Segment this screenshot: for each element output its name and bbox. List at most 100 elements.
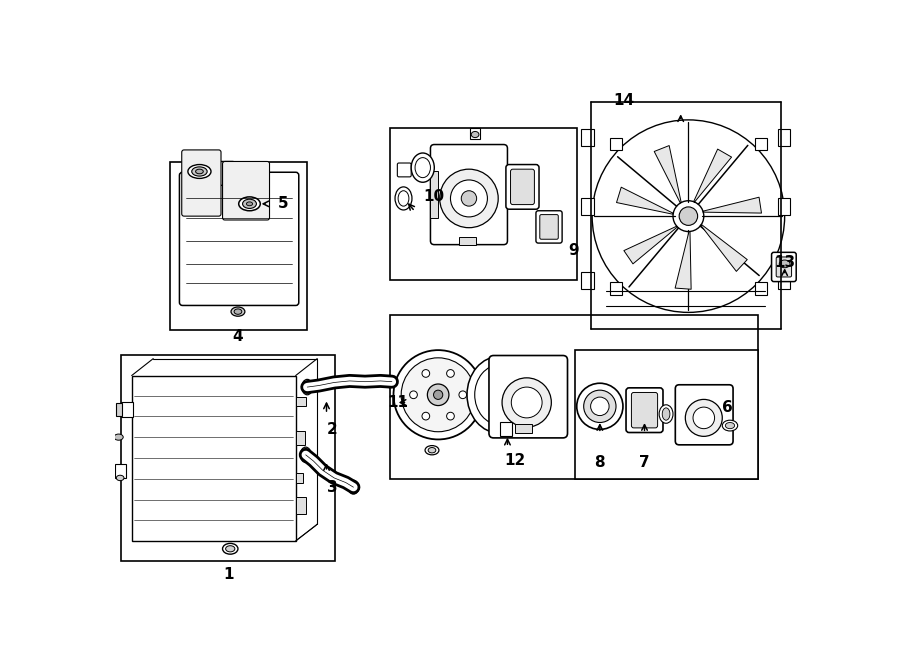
Ellipse shape	[662, 408, 670, 420]
Circle shape	[401, 358, 475, 432]
FancyBboxPatch shape	[776, 257, 792, 277]
Bar	[575, 350, 759, 480]
Ellipse shape	[725, 422, 734, 428]
Circle shape	[693, 407, 715, 428]
Text: 14: 14	[613, 93, 634, 108]
Ellipse shape	[114, 434, 123, 440]
Bar	[121, 355, 335, 561]
Polygon shape	[624, 226, 678, 264]
Polygon shape	[654, 146, 681, 203]
Bar	[610, 283, 622, 295]
Circle shape	[577, 384, 623, 430]
FancyBboxPatch shape	[675, 385, 734, 445]
Circle shape	[451, 180, 488, 217]
Bar	[610, 138, 622, 150]
Text: 11: 11	[388, 395, 409, 410]
Circle shape	[673, 201, 704, 231]
Ellipse shape	[188, 165, 211, 179]
Ellipse shape	[387, 375, 397, 389]
Ellipse shape	[348, 480, 359, 494]
Ellipse shape	[659, 405, 673, 423]
Circle shape	[461, 190, 477, 206]
Ellipse shape	[428, 447, 436, 453]
Bar	[296, 497, 307, 514]
FancyBboxPatch shape	[506, 165, 539, 209]
Text: 12: 12	[505, 453, 526, 468]
Bar	[170, 162, 307, 330]
Bar	[581, 198, 594, 215]
Ellipse shape	[723, 420, 738, 431]
Bar	[778, 272, 790, 289]
Text: 13: 13	[774, 255, 796, 270]
Ellipse shape	[222, 544, 238, 554]
Ellipse shape	[243, 199, 256, 208]
Circle shape	[459, 391, 466, 399]
Circle shape	[446, 370, 454, 378]
Circle shape	[428, 384, 449, 405]
FancyBboxPatch shape	[540, 215, 558, 239]
Circle shape	[434, 390, 443, 399]
Ellipse shape	[474, 364, 525, 425]
Bar	[778, 129, 790, 146]
FancyBboxPatch shape	[626, 388, 663, 432]
Bar	[778, 198, 790, 215]
Ellipse shape	[779, 260, 790, 268]
Bar	[391, 316, 759, 480]
Ellipse shape	[238, 197, 260, 211]
Ellipse shape	[192, 167, 207, 176]
Circle shape	[393, 350, 482, 440]
Bar	[296, 397, 307, 407]
Text: 6: 6	[723, 401, 733, 415]
Circle shape	[446, 413, 454, 420]
Text: 2: 2	[327, 422, 338, 437]
Text: 10: 10	[424, 189, 445, 204]
Polygon shape	[675, 231, 691, 289]
Circle shape	[422, 413, 429, 420]
FancyBboxPatch shape	[192, 161, 235, 185]
Text: 3: 3	[327, 480, 338, 495]
Circle shape	[584, 390, 616, 422]
Bar	[131, 376, 296, 541]
Bar	[581, 272, 594, 289]
FancyBboxPatch shape	[397, 163, 411, 177]
Ellipse shape	[195, 169, 203, 174]
Bar	[430, 171, 438, 217]
Bar	[116, 403, 122, 416]
FancyBboxPatch shape	[536, 211, 562, 243]
Circle shape	[410, 391, 418, 399]
Ellipse shape	[411, 153, 435, 183]
Bar	[391, 128, 577, 280]
Bar	[755, 283, 767, 295]
Ellipse shape	[415, 158, 430, 178]
Text: 8: 8	[595, 455, 605, 470]
Circle shape	[592, 120, 785, 312]
Bar	[121, 402, 133, 417]
Bar	[515, 424, 532, 433]
Ellipse shape	[116, 475, 124, 480]
Text: 5: 5	[278, 196, 289, 212]
Ellipse shape	[302, 380, 312, 395]
FancyBboxPatch shape	[771, 252, 796, 281]
Circle shape	[502, 378, 552, 427]
FancyBboxPatch shape	[222, 161, 269, 220]
FancyBboxPatch shape	[632, 393, 658, 428]
Circle shape	[511, 387, 542, 418]
Text: 1: 1	[223, 567, 234, 582]
Ellipse shape	[472, 131, 479, 138]
Bar	[755, 138, 767, 150]
Circle shape	[685, 399, 723, 436]
FancyBboxPatch shape	[489, 355, 568, 438]
Bar	[115, 464, 125, 478]
Circle shape	[680, 207, 698, 225]
Text: 4: 4	[232, 329, 243, 344]
FancyBboxPatch shape	[182, 150, 221, 216]
Ellipse shape	[425, 445, 439, 455]
Bar	[296, 473, 303, 483]
FancyBboxPatch shape	[430, 144, 508, 244]
FancyBboxPatch shape	[179, 172, 299, 306]
Bar	[471, 129, 480, 139]
Text: 9: 9	[569, 243, 579, 258]
Ellipse shape	[234, 309, 242, 314]
Ellipse shape	[398, 190, 409, 206]
FancyBboxPatch shape	[510, 169, 535, 204]
